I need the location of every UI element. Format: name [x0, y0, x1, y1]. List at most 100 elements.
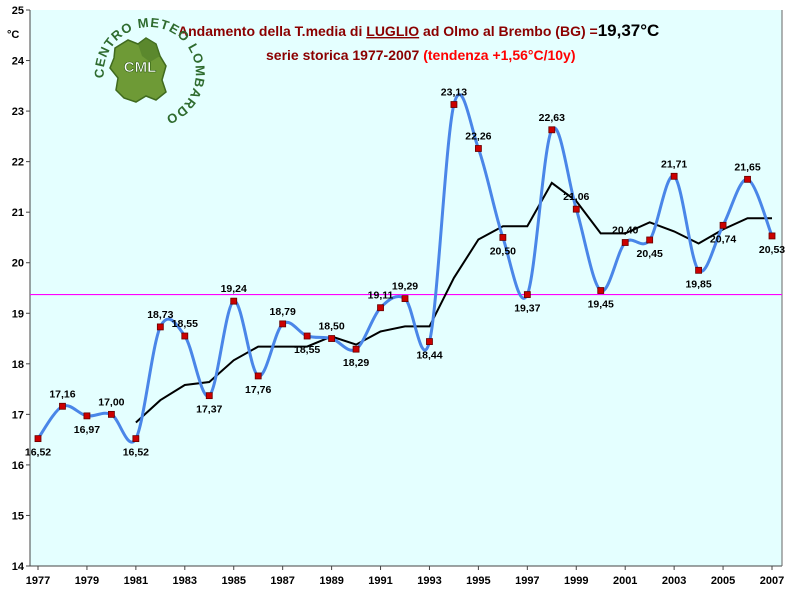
x-tick-label: 1991 — [368, 575, 392, 587]
data-label: 18,55 — [172, 318, 198, 330]
data-label: 19,11 — [368, 290, 394, 302]
y-tick-label: 14 — [12, 561, 25, 573]
data-label: 22,26 — [465, 130, 491, 142]
data-point-marker — [695, 266, 702, 274]
data-point-marker — [83, 412, 91, 420]
data-point-marker — [377, 304, 384, 312]
data-label: 19,45 — [588, 299, 614, 311]
data-point-marker — [205, 392, 213, 400]
data-label: 19,24 — [221, 283, 247, 295]
data-label: 21,71 — [661, 158, 687, 170]
data-point-marker — [230, 297, 238, 305]
data-point-marker — [768, 232, 776, 240]
x-tick-label: 1993 — [417, 575, 441, 587]
x-tick-label: 1983 — [173, 575, 197, 587]
data-labels: 16,5217,1616,9717,0016,5218,7318,5517,37… — [25, 87, 785, 459]
data-label: 18,73 — [147, 309, 173, 321]
data-point-marker — [156, 323, 164, 331]
data-point-marker — [450, 101, 458, 108]
y-tick-label: 17 — [12, 409, 24, 421]
x-tick-label: 1997 — [515, 575, 539, 587]
plot-background — [30, 10, 782, 566]
data-point-marker — [279, 320, 287, 328]
data-label: 20,50 — [490, 245, 516, 257]
data-label: 19,85 — [685, 278, 711, 290]
y-tick-labels: 14 15 16 17 18 19 20 21 22 23 24 25 — [12, 5, 30, 573]
x-tick-label: 1985 — [221, 575, 245, 587]
data-point-marker — [548, 126, 556, 134]
data-point-marker — [572, 205, 580, 213]
y-tick-label: 15 — [12, 510, 24, 522]
x-tick-label: 1995 — [466, 575, 490, 587]
data-point-marker — [621, 239, 629, 246]
data-point-marker — [474, 145, 482, 152]
data-point-marker — [108, 410, 115, 418]
x-tick-label: 1999 — [564, 575, 588, 587]
y-tick-label: 16 — [12, 460, 24, 472]
y-tick-label: 22 — [12, 157, 24, 169]
data-point-marker — [523, 291, 531, 298]
subtitle-trend: (tendenza +1,56°C/10y) — [423, 47, 575, 63]
data-markers — [34, 101, 776, 443]
lombardy-map-shade — [138, 38, 160, 62]
data-point-marker — [34, 435, 42, 443]
data-point-marker — [132, 435, 140, 443]
x-tick-label: 1979 — [75, 575, 99, 587]
moving-average-line — [135, 181, 772, 424]
y-tick-label: 19 — [12, 308, 24, 320]
data-point-marker — [670, 172, 678, 180]
x-tick-label: 2003 — [662, 575, 686, 587]
y-tick-label: 23 — [12, 106, 24, 118]
data-label: 18,55 — [294, 344, 320, 356]
data-label: 20,40 — [612, 225, 638, 237]
data-label: 16,52 — [25, 447, 51, 459]
chart-title: Andamento della T.media di LUGLIO ad Olm… — [178, 21, 659, 40]
data-label: 17,00 — [98, 396, 124, 408]
x-tick-label: 1981 — [124, 575, 148, 587]
data-point-marker — [426, 338, 433, 345]
logo-initials: CML — [124, 59, 157, 76]
data-point-marker — [719, 221, 727, 229]
data-label: 19,37 — [514, 303, 540, 315]
x-tick-label: 2005 — [711, 575, 735, 587]
data-label: 17,76 — [245, 384, 271, 396]
data-point-marker — [303, 332, 311, 340]
data-label: 18,79 — [270, 306, 296, 318]
data-point-marker — [352, 345, 360, 353]
x-tick-label: 2007 — [760, 575, 784, 587]
data-label: 20,45 — [637, 248, 663, 260]
x-tick-label: 1989 — [319, 575, 343, 587]
data-point-marker — [401, 295, 409, 303]
data-label: 19,29 — [392, 281, 418, 293]
data-point-marker — [646, 236, 654, 244]
data-point-marker — [59, 402, 66, 410]
data-point-marker — [254, 372, 262, 380]
data-label: 20,74 — [710, 233, 736, 245]
y-tick-label: 25 — [12, 5, 24, 17]
data-label: 22,63 — [539, 112, 565, 124]
data-label: 20,53 — [759, 244, 785, 256]
y-tick-label: 21 — [12, 207, 24, 219]
data-label: 21,65 — [734, 161, 760, 173]
data-label: 16,97 — [74, 424, 100, 436]
data-label: 21,06 — [563, 191, 589, 203]
data-label: 17,16 — [49, 388, 75, 400]
data-point-marker — [744, 175, 751, 183]
data-point-marker — [328, 335, 336, 342]
y-axis-unit: °C — [7, 29, 19, 41]
x-tick-label: 1987 — [270, 575, 294, 587]
y-tick-label: 18 — [12, 359, 24, 371]
x-tick-label: 1977 — [26, 575, 50, 587]
y-tick-label: 24 — [12, 56, 25, 68]
title-mean-value: 19,37°C — [598, 21, 660, 40]
title-place: ad Olmo al Brembo (BG) = — [419, 23, 598, 39]
data-label: 18,29 — [343, 357, 369, 369]
data-label: 16,52 — [123, 447, 149, 459]
title-month: LUGLIO — [366, 23, 419, 39]
y-tick-label: 20 — [12, 258, 24, 270]
data-label: 18,50 — [318, 321, 344, 333]
data-label: 17,37 — [196, 404, 222, 416]
x-tick-label: 2001 — [613, 575, 637, 587]
